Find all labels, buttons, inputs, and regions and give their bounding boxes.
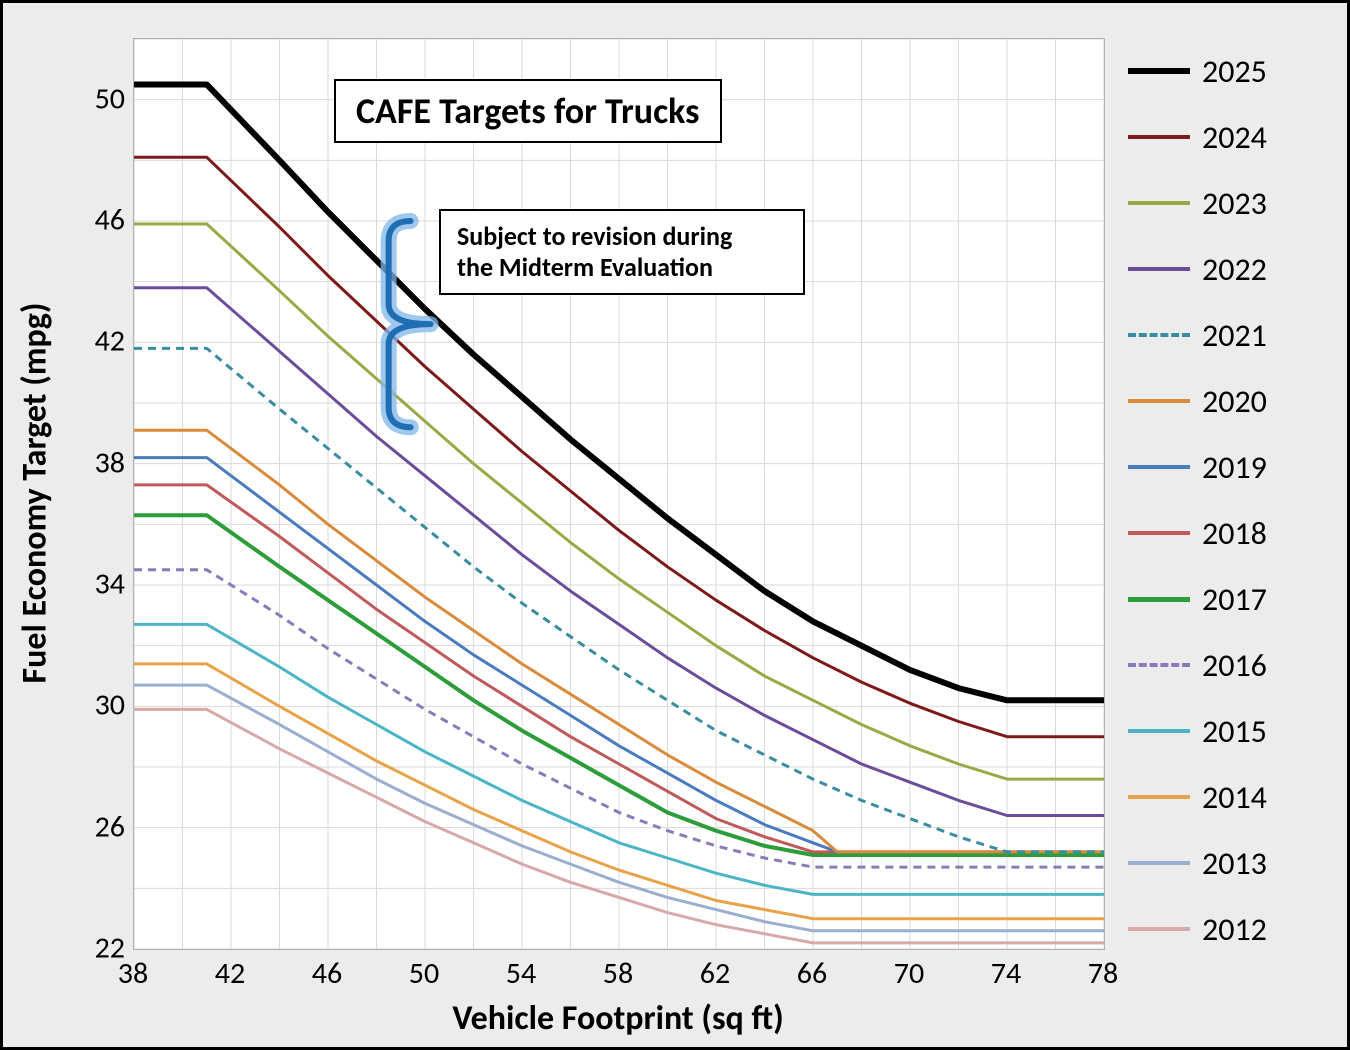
plot-area: CAFE Targets for Trucks Subject to revis… [133, 38, 1105, 950]
plot-svg [134, 39, 1104, 949]
legend: 2025 2024 2023 2022 2021 2020 2019 2018 2017 2016… [1128, 38, 1328, 962]
legend-label: 2018 [1202, 514, 1267, 553]
legend-swatch [1128, 135, 1190, 139]
legend-item-2025: 2025 [1128, 38, 1328, 104]
legend-swatch [1128, 597, 1190, 602]
y-tick: 30 [63, 687, 125, 724]
x-tick-labels: 3842465054586266707478 [133, 955, 1103, 995]
y-tick-labels: 2226303438424650 [63, 38, 125, 948]
x-tick: 66 [797, 955, 827, 992]
legend-item-2013: 2013 [1128, 830, 1328, 896]
legend-item-2012: 2012 [1128, 896, 1328, 962]
y-tick: 38 [63, 444, 125, 481]
bracket-annotation [389, 221, 431, 427]
legend-swatch [1128, 927, 1190, 931]
y-tick: 42 [63, 323, 125, 360]
x-tick: 54 [506, 955, 536, 992]
chart-title: CAFE Targets for Trucks [356, 89, 700, 133]
legend-label: 2023 [1202, 184, 1267, 223]
legend-swatch [1128, 399, 1190, 403]
legend-label: 2019 [1202, 448, 1267, 487]
legend-label: 2017 [1202, 580, 1267, 619]
legend-label: 2025 [1202, 52, 1267, 91]
legend-item-2015: 2015 [1128, 698, 1328, 764]
legend-item-2022: 2022 [1128, 236, 1328, 302]
legend-swatch [1128, 861, 1190, 865]
legend-label: 2024 [1202, 118, 1267, 157]
x-tick: 46 [312, 955, 342, 992]
y-tick: 46 [63, 202, 125, 239]
legend-label: 2012 [1202, 910, 1267, 949]
legend-label: 2021 [1202, 316, 1267, 355]
chart-title-box: CAFE Targets for Trucks [334, 79, 722, 143]
legend-swatch [1128, 333, 1190, 337]
annotation-box: Subject to revision duringthe Midterm Ev… [439, 209, 805, 295]
annotation-text: Subject to revision duringthe Midterm Ev… [457, 220, 732, 283]
legend-swatch [1128, 663, 1190, 667]
legend-label: 2022 [1202, 250, 1267, 289]
legend-swatch [1128, 68, 1190, 74]
legend-label: 2015 [1202, 712, 1267, 751]
x-tick: 42 [215, 955, 245, 992]
legend-swatch [1128, 267, 1190, 271]
legend-item-2016: 2016 [1128, 632, 1328, 698]
x-tick: 38 [118, 955, 148, 992]
x-tick: 50 [409, 955, 439, 992]
x-tick: 62 [700, 955, 730, 992]
y-tick: 26 [63, 808, 125, 845]
legend-label: 2013 [1202, 844, 1267, 883]
legend-item-2021: 2021 [1128, 302, 1328, 368]
legend-label: 2016 [1202, 646, 1267, 685]
legend-label: 2020 [1202, 382, 1267, 421]
y-tick: 50 [63, 80, 125, 117]
legend-label: 2014 [1202, 778, 1267, 817]
legend-item-2020: 2020 [1128, 368, 1328, 434]
legend-swatch [1128, 531, 1190, 535]
legend-swatch [1128, 201, 1190, 205]
y-axis-label-box: Fuel Economy Target (mpg) [15, 38, 55, 948]
legend-item-2014: 2014 [1128, 764, 1328, 830]
legend-swatch [1128, 465, 1190, 469]
x-tick: 74 [991, 955, 1021, 992]
y-tick: 34 [63, 566, 125, 603]
legend-item-2024: 2024 [1128, 104, 1328, 170]
legend-swatch [1128, 795, 1190, 799]
x-axis-label: Vehicle Footprint (sq ft) [133, 998, 1103, 1039]
legend-item-2019: 2019 [1128, 434, 1328, 500]
x-tick: 78 [1088, 955, 1118, 992]
legend-item-2017: 2017 [1128, 566, 1328, 632]
legend-item-2018: 2018 [1128, 500, 1328, 566]
legend-item-2023: 2023 [1128, 170, 1328, 236]
legend-swatch [1128, 729, 1190, 733]
y-tick: 22 [63, 930, 125, 967]
x-tick: 70 [894, 955, 924, 992]
x-tick: 58 [603, 955, 633, 992]
y-axis-label: Fuel Economy Target (mpg) [15, 303, 56, 684]
chart-frame: Fuel Economy Target (mpg) 22 26 30 34 38 42 46… [0, 0, 1350, 1050]
